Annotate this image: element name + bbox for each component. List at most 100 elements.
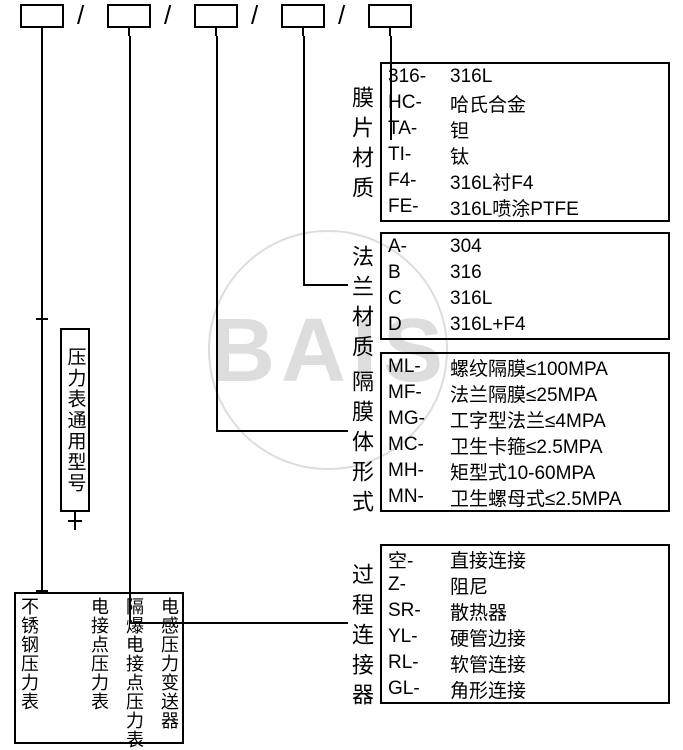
option-code: FE- bbox=[382, 196, 444, 218]
left-sub-label: 不锈钢压力表 bbox=[20, 597, 38, 711]
option-code: 空- bbox=[382, 546, 444, 573]
option-code: B bbox=[382, 262, 444, 284]
option-desc: 钛 bbox=[444, 142, 469, 169]
conn-line bbox=[129, 622, 348, 624]
option-code: MG- bbox=[382, 408, 444, 430]
option-code: A- bbox=[382, 236, 444, 258]
option-desc: 钽 bbox=[444, 116, 469, 143]
option-row: F4-316L衬F4 bbox=[382, 168, 668, 194]
slash: / bbox=[77, 0, 84, 31]
option-row: 空-直接连接 bbox=[382, 546, 668, 572]
option-row: MN-卫生螺母式≤2.5MPA bbox=[382, 484, 668, 510]
slash: / bbox=[251, 0, 258, 31]
option-code: SR- bbox=[382, 600, 444, 622]
option-row: YL-硬管边接 bbox=[382, 624, 668, 650]
option-table: 空-直接连接Z-阻尼SR-散热器YL-硬管边接RL-软管连接GL-角形连接 bbox=[380, 544, 670, 704]
option-row: MF-法兰隔膜≤25MPA bbox=[382, 380, 668, 406]
conn-line bbox=[216, 430, 348, 432]
option-desc: 螺纹隔膜≤100MPA bbox=[444, 354, 608, 381]
option-row: GL-角形连接 bbox=[382, 676, 668, 702]
conn-line bbox=[36, 318, 48, 320]
option-code: MC- bbox=[382, 434, 444, 456]
option-row: HC-哈氏合金 bbox=[382, 90, 668, 116]
option-table: ML-螺纹隔膜≤100MPAMF-法兰隔膜≤25MPAMG-工字型法兰≤4MPA… bbox=[380, 352, 670, 512]
option-table: A-304B316C316LD316L+F4 bbox=[380, 232, 670, 340]
option-row: RL-软管连接 bbox=[382, 650, 668, 676]
option-desc: 工字型法兰≤4MPA bbox=[444, 406, 606, 433]
section-label: 隔膜体形式 bbox=[350, 370, 372, 520]
option-row: FE-316L喷涂PTFE bbox=[382, 194, 668, 220]
option-code: MN- bbox=[382, 486, 444, 508]
left-sub-label: 电接点压力表 bbox=[90, 597, 108, 711]
option-row: SR-散热器 bbox=[382, 598, 668, 624]
conn-line bbox=[215, 28, 217, 36]
option-desc: 卫生卡箍≤2.5MPA bbox=[444, 432, 603, 459]
option-row: Z-阻尼 bbox=[382, 572, 668, 598]
option-row: MH-矩型式10-60MPA bbox=[382, 458, 668, 484]
option-code: F4- bbox=[382, 170, 444, 192]
option-desc: 卫生螺母式≤2.5MPA bbox=[444, 484, 622, 511]
conn-line bbox=[389, 28, 391, 36]
option-row: MC-卫生卡箍≤2.5MPA bbox=[382, 432, 668, 458]
option-row: A-304 bbox=[382, 234, 668, 260]
conn-line bbox=[216, 36, 218, 430]
diagram-layer: / / / / 压力表通用型号 电感压力变送器隔爆电接点压力表电接点压力表 不锈钢压力表… bbox=[0, 0, 683, 750]
option-row: B316 bbox=[382, 260, 668, 286]
conn-line bbox=[303, 36, 305, 284]
section-label: 法兰材质 bbox=[350, 245, 372, 365]
conn-line bbox=[41, 36, 43, 592]
option-desc: 矩型式10-60MPA bbox=[444, 458, 595, 485]
option-code: TI- bbox=[382, 144, 444, 166]
code-slot bbox=[20, 4, 64, 28]
option-code: YL- bbox=[382, 626, 444, 648]
option-desc: 316 bbox=[444, 262, 482, 284]
option-row: ML-螺纹隔膜≤100MPA bbox=[382, 354, 668, 380]
left-sub-label: 隔爆电接点压力表 bbox=[125, 597, 143, 749]
section-label: 膜片材质 bbox=[350, 86, 372, 206]
left-main-box: 压力表通用型号 bbox=[60, 328, 90, 512]
option-code: ML- bbox=[382, 356, 444, 378]
conn-line bbox=[74, 522, 76, 530]
slash: / bbox=[164, 0, 171, 31]
section-label: 过程连接器 bbox=[350, 563, 372, 713]
option-desc: 316L+F4 bbox=[444, 314, 526, 336]
option-code: MH- bbox=[382, 460, 444, 482]
option-code: Z- bbox=[382, 574, 444, 596]
option-desc: 阻尼 bbox=[444, 572, 488, 599]
option-desc: 316L衬F4 bbox=[444, 168, 533, 195]
option-row: 316-316L bbox=[382, 64, 668, 90]
option-table: 316-316LHC-哈氏合金TA-钽TI-钛F4-316L衬F4FE-316L… bbox=[380, 62, 670, 222]
option-code: C bbox=[382, 288, 444, 310]
option-desc: 角形连接 bbox=[444, 676, 526, 703]
option-desc: 法兰隔膜≤25MPA bbox=[444, 380, 597, 407]
option-row: TA-钽 bbox=[382, 116, 668, 142]
option-code: RL- bbox=[382, 652, 444, 674]
option-row: D316L+F4 bbox=[382, 312, 668, 338]
option-desc: 316L喷涂PTFE bbox=[444, 194, 579, 221]
option-desc: 304 bbox=[444, 236, 482, 258]
conn-line bbox=[128, 28, 130, 36]
slash: / bbox=[338, 0, 345, 31]
code-slot bbox=[368, 4, 412, 28]
option-desc: 316L bbox=[444, 288, 492, 310]
code-slot bbox=[107, 4, 151, 28]
option-row: C316L bbox=[382, 286, 668, 312]
conn-line bbox=[41, 28, 43, 36]
option-row: MG-工字型法兰≤4MPA bbox=[382, 406, 668, 432]
option-row: TI-钛 bbox=[382, 142, 668, 168]
left-sub-label: 电感压力变送器 bbox=[160, 597, 178, 730]
code-slot bbox=[281, 4, 325, 28]
option-code: MF- bbox=[382, 382, 444, 404]
option-desc: 散热器 bbox=[444, 598, 507, 625]
conn-line bbox=[36, 590, 48, 592]
conn-line bbox=[390, 36, 392, 140]
option-desc: 直接连接 bbox=[444, 546, 526, 573]
option-desc: 316L bbox=[444, 66, 492, 88]
option-desc: 软管连接 bbox=[444, 650, 526, 677]
code-slot bbox=[194, 4, 238, 28]
conn-line bbox=[303, 284, 348, 286]
option-desc: 硬管边接 bbox=[444, 624, 526, 651]
option-desc: 哈氏合金 bbox=[444, 90, 526, 117]
conn-line bbox=[302, 28, 304, 36]
conn-line bbox=[129, 36, 131, 622]
